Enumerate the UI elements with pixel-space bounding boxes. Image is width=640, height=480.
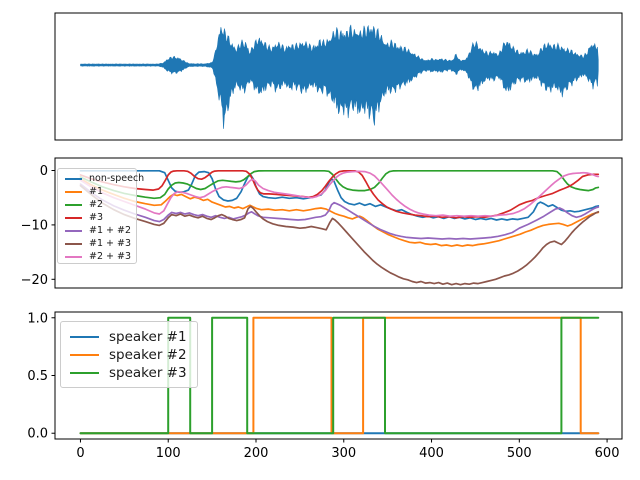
legend-label: #2 + #3 bbox=[89, 251, 132, 262]
y-tick-label: 0.5 bbox=[27, 369, 48, 384]
y-tick-label: −20 bbox=[21, 273, 48, 288]
legend-line-swatch bbox=[65, 216, 82, 219]
legend-line-swatch bbox=[70, 353, 99, 357]
x-tick-label: 500 bbox=[507, 446, 532, 461]
waveform-axes bbox=[54, 12, 623, 141]
legend-item: #1 + #3 bbox=[65, 237, 132, 250]
legend-label: #1 + #2 bbox=[89, 225, 132, 236]
legend-item: non-speech bbox=[65, 172, 144, 185]
legend-item: speaker #3 bbox=[70, 364, 189, 382]
x-tick-label: 200 bbox=[244, 446, 269, 461]
log-likelihood-axes: 0 −10 −20 bbox=[21, 157, 623, 289]
x-tick-label: 600 bbox=[595, 446, 620, 461]
legend-line-swatch bbox=[65, 190, 82, 193]
series-line bbox=[79, 170, 600, 218]
legend-label: speaker #2 bbox=[109, 347, 187, 363]
legend-label: #1 bbox=[89, 186, 104, 197]
y-tick-label: 0.0 bbox=[27, 427, 48, 442]
speaker-legend: speaker #1 speaker #2 speaker #3 bbox=[60, 321, 198, 388]
series-line bbox=[79, 316, 600, 435]
legend-item: #2 bbox=[65, 198, 130, 211]
series-line bbox=[79, 169, 600, 221]
legend-item: speaker #2 bbox=[70, 346, 189, 364]
legend-line-swatch bbox=[65, 255, 82, 258]
legend-label: #2 bbox=[89, 199, 104, 210]
legend-label: speaker #1 bbox=[109, 329, 187, 345]
series-line bbox=[79, 316, 600, 435]
legend-item: #2 + #3 bbox=[65, 250, 132, 263]
series-line bbox=[79, 183, 600, 240]
legend-line-swatch bbox=[65, 229, 82, 232]
x-tick-label: 300 bbox=[331, 446, 356, 461]
y-tick-label: −10 bbox=[21, 218, 48, 233]
legend-line-swatch bbox=[65, 203, 82, 206]
series-line bbox=[79, 169, 600, 219]
x-tick-label: 0 bbox=[76, 446, 84, 461]
legend-label: #1 + #3 bbox=[89, 238, 132, 249]
legend-item: #3 bbox=[65, 211, 130, 224]
likelihood-legend: non-speech #1 #2 #3 #1 + #2 #1 + #3 #2 +… bbox=[57, 168, 144, 264]
legend-label: #3 bbox=[89, 212, 104, 223]
legend-item: speaker #1 bbox=[70, 328, 189, 346]
y-tick-label: 0 bbox=[40, 164, 48, 179]
legend-line-swatch bbox=[70, 335, 99, 339]
x-tick-label: 400 bbox=[419, 446, 444, 461]
audio-waveform bbox=[80, 24, 599, 129]
legend-item: #1 bbox=[65, 185, 130, 198]
series-line bbox=[79, 184, 600, 286]
legend-label: non-speech bbox=[89, 173, 145, 184]
legend-line-swatch bbox=[65, 242, 82, 245]
x-tick-label: 100 bbox=[156, 446, 181, 461]
legend-label: speaker #3 bbox=[109, 365, 187, 381]
legend-item: #1 + #2 bbox=[65, 224, 132, 237]
series-line bbox=[79, 169, 600, 200]
y-tick-label: 1.0 bbox=[27, 311, 48, 326]
legend-line-swatch bbox=[70, 371, 99, 375]
legend-line-swatch bbox=[65, 177, 82, 180]
